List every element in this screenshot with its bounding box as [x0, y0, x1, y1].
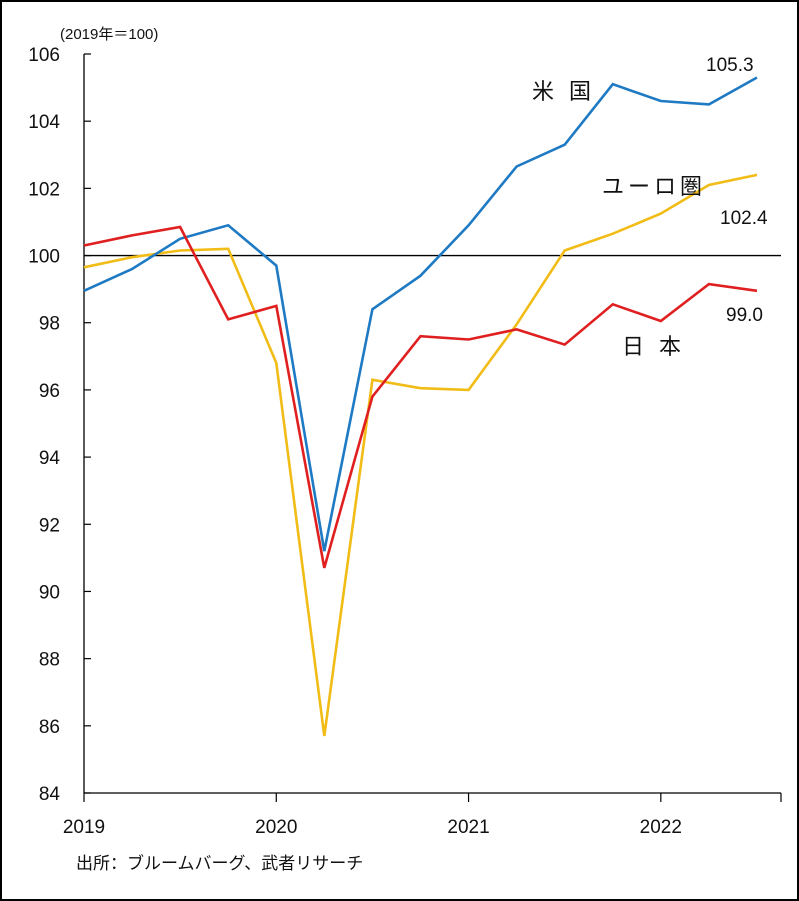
- series-label-us: 米 国: [532, 80, 595, 105]
- source-note: 出所：ブルームバーグ、武者リサーチ: [76, 853, 363, 874]
- series-label-euro: ユーロ圏: [602, 175, 706, 200]
- y-tick-label: 86: [39, 717, 60, 738]
- unit-label: (2019年＝100): [60, 26, 158, 43]
- x-tick-label: 2020: [255, 817, 297, 838]
- series-line-us: [83, 76, 758, 552]
- y-tick-label: 96: [39, 381, 60, 402]
- y-tick-label: 104: [28, 112, 60, 133]
- y-tick-label: 92: [39, 515, 60, 536]
- series-line-japan: [83, 225, 758, 569]
- end-label-euro: 102.4: [720, 208, 768, 229]
- end-label-us: 105.3: [706, 55, 754, 76]
- x-tick-label: 2022: [640, 817, 682, 838]
- y-tick-label: 94: [39, 448, 61, 469]
- series-label-japan: 日 本: [622, 335, 685, 360]
- y-tick-label: 106: [28, 45, 60, 66]
- y-tick-label: 84: [39, 784, 61, 805]
- series-lines: [83, 76, 758, 737]
- series-line-euro: [83, 173, 758, 737]
- x-tick-label: 2021: [447, 817, 489, 838]
- y-tick-label: 88: [39, 650, 60, 671]
- end-label-japan: 99.0: [726, 305, 763, 326]
- y-tick-label: 98: [39, 314, 60, 335]
- x-tick-label: 2019: [63, 817, 105, 838]
- axes: 84 86 88 90 92 94 96 98 100 102 104 106 2019 2020 2021…: [28, 45, 782, 838]
- y-tick-label: 102: [28, 179, 60, 200]
- y-tick-label: 90: [39, 582, 60, 603]
- series-points: [83, 77, 757, 736]
- y-tick-label: 100: [28, 247, 60, 268]
